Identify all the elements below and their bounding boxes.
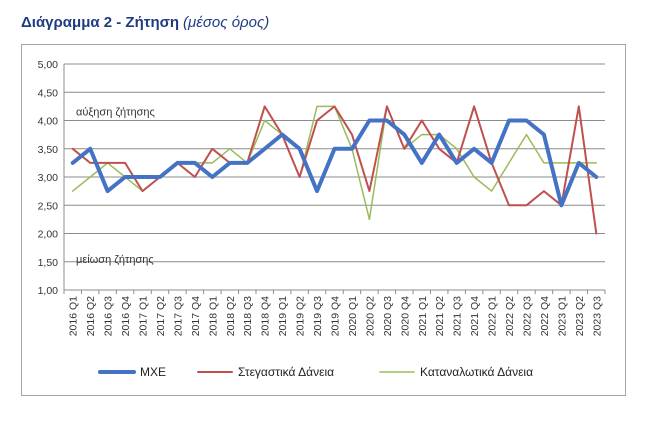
chart-frame — [21, 44, 626, 396]
x-axis-ticks: 2016 Q1 2016 Q2 2016 Q3 2016 Q4 2017 Q1 2017 … — [63, 290, 606, 336]
gridlines — [63, 63, 605, 291]
x-tick-label: 2019 Q4 — [330, 296, 342, 336]
x-tick-label: 2020 Q3 — [382, 296, 394, 336]
chart-title: Διάγραμμα 2 - Ζήτηση (μέσος όρος) — [21, 14, 269, 31]
legend: ΜΧΕ Στεγαστικά Δάνεια Καταναλωτικά Δάνεια — [98, 365, 533, 379]
legend-label: Καταναλωτικά Δάνεια — [420, 365, 533, 379]
y-axis-ticks: 1,00 1,50 2,00 2,50 3,00 3,50 4,00 4,50 5,00 — [38, 59, 59, 297]
x-tick-label: 2016 Q2 — [85, 296, 97, 336]
y-tick-label: 2,50 — [38, 200, 59, 212]
chart-title-main: Διάγραμμα 2 - Ζήτηση — [21, 14, 180, 31]
x-tick-label: 2021 Q1 — [417, 296, 429, 336]
x-tick-label: 2017 Q1 — [138, 296, 150, 336]
x-tick-label: 2017 Q3 — [172, 296, 184, 336]
x-tick-label: 2023 Q1 — [556, 296, 568, 336]
series-line-0 — [70, 118, 599, 208]
x-tick-label: 2022 Q3 — [521, 296, 533, 336]
x-tick-label: 2017 Q2 — [155, 296, 167, 336]
x-tick-label: 2019 Q3 — [312, 296, 324, 336]
x-tick-label: 2020 Q1 — [347, 296, 359, 336]
y-tick-label: 2,00 — [38, 229, 59, 241]
x-tick-label: 2020 Q4 — [399, 296, 411, 336]
x-tick-label: 2016 Q4 — [120, 296, 132, 336]
y-tick-label: 1,00 — [38, 285, 59, 297]
x-tick-label: 2021 Q4 — [469, 296, 481, 336]
x-tick-label: 2019 Q1 — [277, 296, 289, 336]
x-tick-label: 2021 Q2 — [434, 296, 446, 336]
series-line-2 — [71, 105, 598, 221]
y-tick-label: 5,00 — [38, 59, 59, 71]
x-tick-label: 2018 Q2 — [225, 296, 237, 336]
x-tick-label: 2022 Q4 — [539, 296, 551, 336]
x-tick-label: 2018 Q1 — [207, 296, 219, 336]
x-tick-label: 2022 Q1 — [487, 296, 499, 336]
series-line-1 — [71, 105, 598, 235]
chart-subtitle: (μέσος όρος) — [183, 14, 270, 31]
x-tick-label: 2023 Q3 — [591, 296, 603, 336]
annotation-upper: αύξηση ζήτησης — [76, 107, 155, 119]
x-tick-label: 2023 Q2 — [574, 296, 586, 336]
series-lines — [70, 105, 599, 235]
x-tick-label: 2016 Q1 — [68, 296, 80, 336]
y-tick-label: 1,50 — [38, 257, 59, 269]
x-tick-label: 2022 Q2 — [504, 296, 516, 336]
x-tick-label: 2020 Q2 — [364, 296, 376, 336]
y-tick-label: 3,50 — [38, 144, 59, 156]
x-tick-label: 2016 Q3 — [103, 296, 115, 336]
x-tick-label: 2017 Q4 — [190, 296, 202, 336]
y-tick-label: 3,00 — [38, 172, 59, 184]
y-tick-label: 4,00 — [38, 116, 59, 128]
annotation-lower: μείωση ζήτησης — [76, 254, 154, 266]
x-tick-label: 2019 Q2 — [295, 296, 307, 336]
legend-label: ΜΧΕ — [140, 365, 166, 379]
x-tick-label: 2018 Q3 — [242, 296, 254, 336]
x-tick-label: 2021 Q3 — [452, 296, 464, 336]
legend-label: Στεγαστικά Δάνεια — [238, 365, 334, 379]
y-tick-label: 4,50 — [38, 87, 59, 99]
x-tick-label: 2018 Q4 — [260, 296, 272, 336]
